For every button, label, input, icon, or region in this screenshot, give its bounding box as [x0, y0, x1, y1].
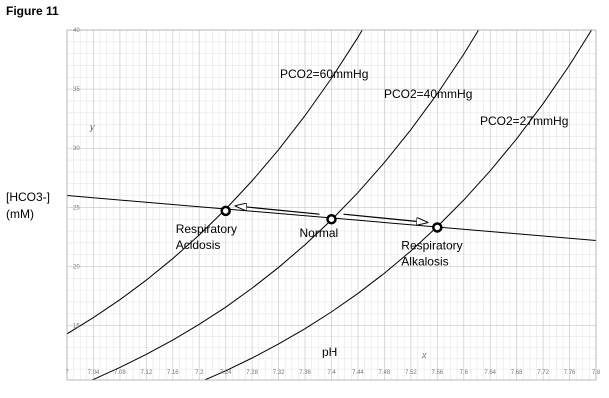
y-tick-label: 25 [73, 205, 80, 211]
arrow [343, 213, 428, 222]
x-tick-label: 7.6 [460, 370, 469, 376]
x-tick-label: 7.44 [352, 370, 364, 376]
x-tick-label: 7.16 [167, 370, 179, 376]
x-tick-label: 7.48 [379, 370, 391, 376]
series-line [203, 30, 593, 380]
series-label: PCO2=60mmHg [280, 67, 368, 81]
series-label: PCO2=40mmHg [384, 87, 472, 101]
x-tick-label: 7.32 [273, 370, 285, 376]
y-tick-label: 20 [73, 264, 80, 270]
x-tick-label: 7.52 [405, 370, 417, 376]
x-tick-label: 7.12 [141, 370, 153, 376]
y-tick-label: 40 [73, 28, 80, 34]
x-tick-label: 7.04 [88, 370, 100, 376]
y-axis-label: (mM) [6, 207, 34, 221]
x-tick-label: 7.68 [511, 370, 523, 376]
series-label: PCO2=27mmHg [480, 114, 568, 128]
point-label: Respiratory [176, 222, 237, 236]
y-tick-label: 15 [73, 324, 80, 330]
x-tick-label: 7.76 [564, 370, 576, 376]
point-label: Respiratory [401, 238, 462, 252]
x-tick-label: 7.08 [114, 370, 126, 376]
data-point [220, 205, 231, 217]
chart-title: Figure 11 [6, 4, 59, 18]
x-tick-label: 7.56 [431, 370, 443, 376]
y-tick-label: 30 [73, 146, 80, 152]
point-label: Acidosis [176, 238, 221, 252]
x-tick-label: 7.28 [246, 370, 258, 376]
point-label: Normal [300, 226, 339, 240]
arrow [236, 206, 320, 215]
x-axis-label: pH [322, 345, 337, 359]
x-tick-label: 7.24 [220, 370, 232, 376]
series-line [90, 30, 480, 380]
x-tick-label: 7.72 [537, 370, 549, 376]
x-tick-label: 7.4 [327, 370, 336, 376]
data-point [432, 222, 443, 233]
x-tick-label: 7.36 [299, 370, 311, 376]
plot-frame [66, 29, 597, 381]
point-label: Alkalosis [401, 254, 448, 268]
data-point [326, 213, 337, 225]
x-tick-label: 7.64 [484, 370, 496, 376]
x-tick-label: 7.2 [195, 370, 204, 376]
y-tick-label: 35 [73, 87, 80, 93]
y-axis-label: [HCO3-] [6, 190, 50, 204]
plot-area [67, 30, 596, 380]
y-axis-letter: y [89, 122, 95, 132]
